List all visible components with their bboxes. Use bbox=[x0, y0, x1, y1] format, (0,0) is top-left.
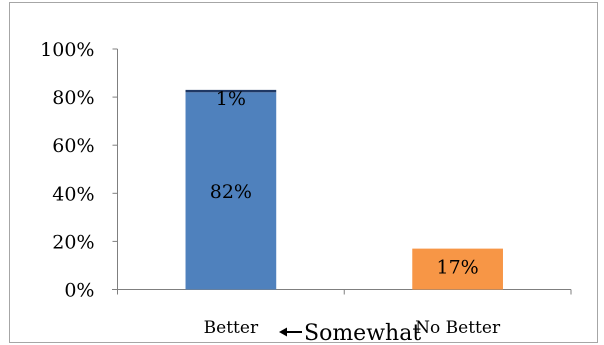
y-tick-label: 100% bbox=[40, 39, 94, 61]
data-labels: 82% 1% 17% bbox=[210, 88, 479, 279]
y-tick-label: 60% bbox=[52, 135, 94, 157]
category-label: Better bbox=[204, 318, 259, 338]
y-tick-label: 0% bbox=[64, 280, 94, 302]
category-labels: Better No Better bbox=[204, 318, 501, 338]
data-label: 17% bbox=[437, 257, 479, 279]
annotation: Somewhat bbox=[279, 321, 421, 345]
data-label: 1% bbox=[216, 88, 246, 110]
y-tick-label: 40% bbox=[52, 183, 94, 205]
x-axis-ticks bbox=[117, 289, 572, 295]
y-tick-label: 80% bbox=[52, 87, 94, 109]
annotation-text: Somewhat bbox=[304, 321, 421, 345]
data-label: 82% bbox=[210, 181, 252, 203]
bar-group bbox=[185, 89, 503, 290]
left-arrow-icon bbox=[279, 327, 302, 337]
category-label: No Better bbox=[415, 318, 501, 338]
chart-frame bbox=[9, 2, 598, 343]
y-tick-label: 20% bbox=[52, 231, 94, 253]
y-axis-ticks: 0% 20% 40% 60% 80% 100% bbox=[40, 39, 118, 302]
bar-segment bbox=[412, 248, 503, 290]
bar-segment bbox=[185, 92, 277, 290]
bar-segment bbox=[185, 89, 277, 93]
